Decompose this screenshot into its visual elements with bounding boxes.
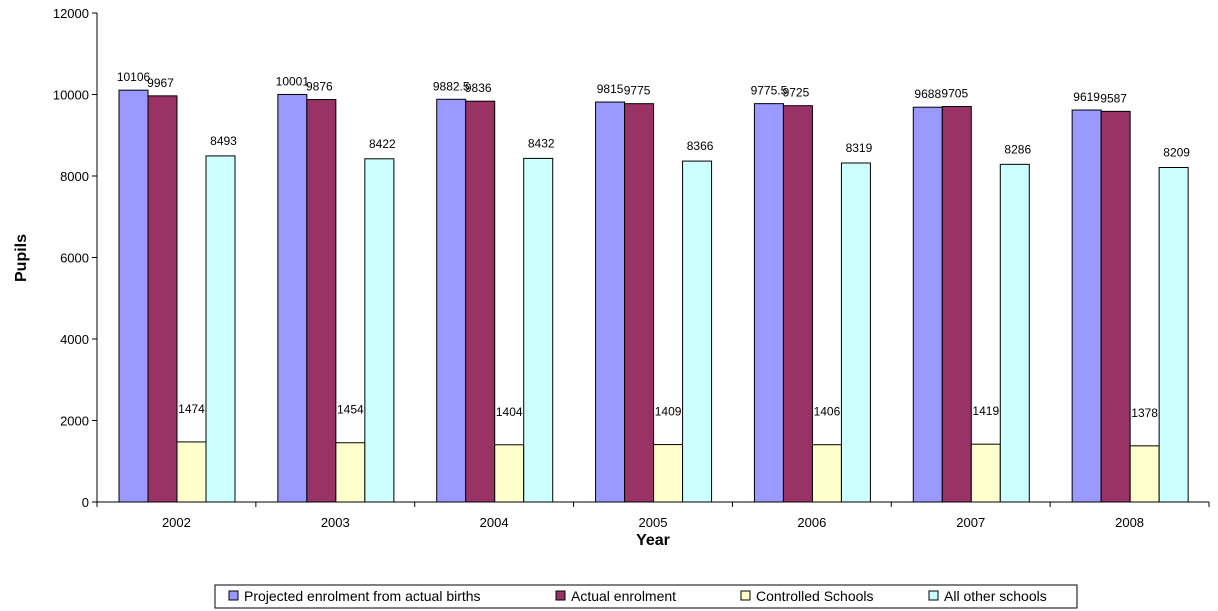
bar-value-label: 9775.5 [751,84,788,98]
x-axis-title: Year [636,532,670,549]
y-tick-label: 2000 [60,414,89,429]
y-ticks-layer: 0 2000 4000 6000 8000 10000 12000 [53,6,97,510]
bar [306,99,337,503]
bar-value-label: 9587 [1100,91,1127,105]
bar-value-label: 8209 [1163,145,1190,159]
y-axis-title: Pupils [13,234,30,282]
x-tick-label: 2002 [162,515,191,530]
bar [465,100,496,503]
bar [999,163,1030,503]
bar [523,157,554,503]
legend: Projected enrolment from actual births Ac… [214,584,1078,609]
bar [840,162,871,503]
bar [494,444,525,503]
bar-value-label: 9815 [597,82,624,96]
bar-value-label: 1406 [814,405,841,419]
bar [624,103,655,503]
x-tick-label: 2004 [480,515,509,530]
bar-value-label: 1474 [178,402,205,416]
y-tick-label: 4000 [60,332,89,347]
bar-value-label: 8493 [210,134,237,148]
legend-box [214,584,1078,609]
y-tick-label: 0 [82,495,89,510]
bar [970,443,1001,503]
value-labels-layer: 10106 10001 9882.5 9815 9775.5 9688 9619 9967 98… [117,70,1191,420]
legend-swatch [928,590,939,601]
bar [205,155,236,503]
legend-label: Actual enrolment [571,588,676,604]
y-tick-label: 8000 [60,169,89,184]
y-tick-label: 6000 [60,251,89,266]
bars-layer [118,89,1189,503]
bar [176,441,207,503]
bar [753,103,784,503]
bar-value-label: 9775 [624,84,651,98]
bar [941,106,972,503]
bar-value-label: 1404 [496,405,523,419]
x-tick-label: 2007 [956,515,985,530]
bar-value-label: 8432 [528,136,555,150]
bar-value-label: 8366 [687,139,714,153]
bar [1129,445,1160,503]
bar [912,106,943,503]
legend-label: Controlled Schools [756,588,874,604]
bar-value-label: 10001 [276,74,310,88]
bar-value-label: 9705 [941,87,968,101]
x-tick-label: 2006 [797,515,826,530]
bar [782,105,813,503]
bar [811,444,842,503]
legend-label: All other schools [944,588,1047,604]
legend-label: Projected enrolment from actual births [244,588,481,604]
bar-value-label: 10106 [117,70,151,84]
bar-value-label: 9876 [306,80,333,94]
bar-value-label: 1419 [972,404,999,418]
legend-swatch [228,590,239,601]
legend-swatch [740,590,751,601]
x-tick-label: 2003 [321,515,350,530]
bar-value-label: 8286 [1004,142,1031,156]
bar [595,101,626,503]
bar [335,442,366,503]
y-tick-label: 10000 [53,88,89,103]
x-tick-label: 2005 [639,515,668,530]
bar [147,95,178,503]
bar-value-label: 1454 [337,403,364,417]
bar-value-label: 8422 [369,137,396,151]
y-tick-label: 12000 [53,6,89,21]
bar [1071,109,1102,503]
bar [436,98,467,503]
bar-value-label: 9836 [465,81,492,95]
bar [364,158,395,503]
legend-swatch [555,590,566,601]
x-tick-label: 2008 [1115,515,1144,530]
bar-value-label: 9967 [147,76,174,90]
bar-value-label: 8319 [846,141,873,155]
bar-value-label: 1378 [1131,406,1158,420]
bar-value-label: 9619 [1073,90,1100,104]
bar [1100,110,1131,503]
bar [653,444,684,503]
bar-value-label: 1409 [655,405,682,419]
bar [1158,166,1189,503]
bar-value-label: 9688 [914,87,941,101]
x-ticks-layer: 2002 2003 2004 2005 2006 2007 2008 [96,502,1210,530]
bar-value-label: 9882.5 [433,79,470,93]
bar [118,89,149,503]
bar [277,93,308,503]
bar [682,160,713,503]
bar-value-label: 9725 [783,86,810,100]
